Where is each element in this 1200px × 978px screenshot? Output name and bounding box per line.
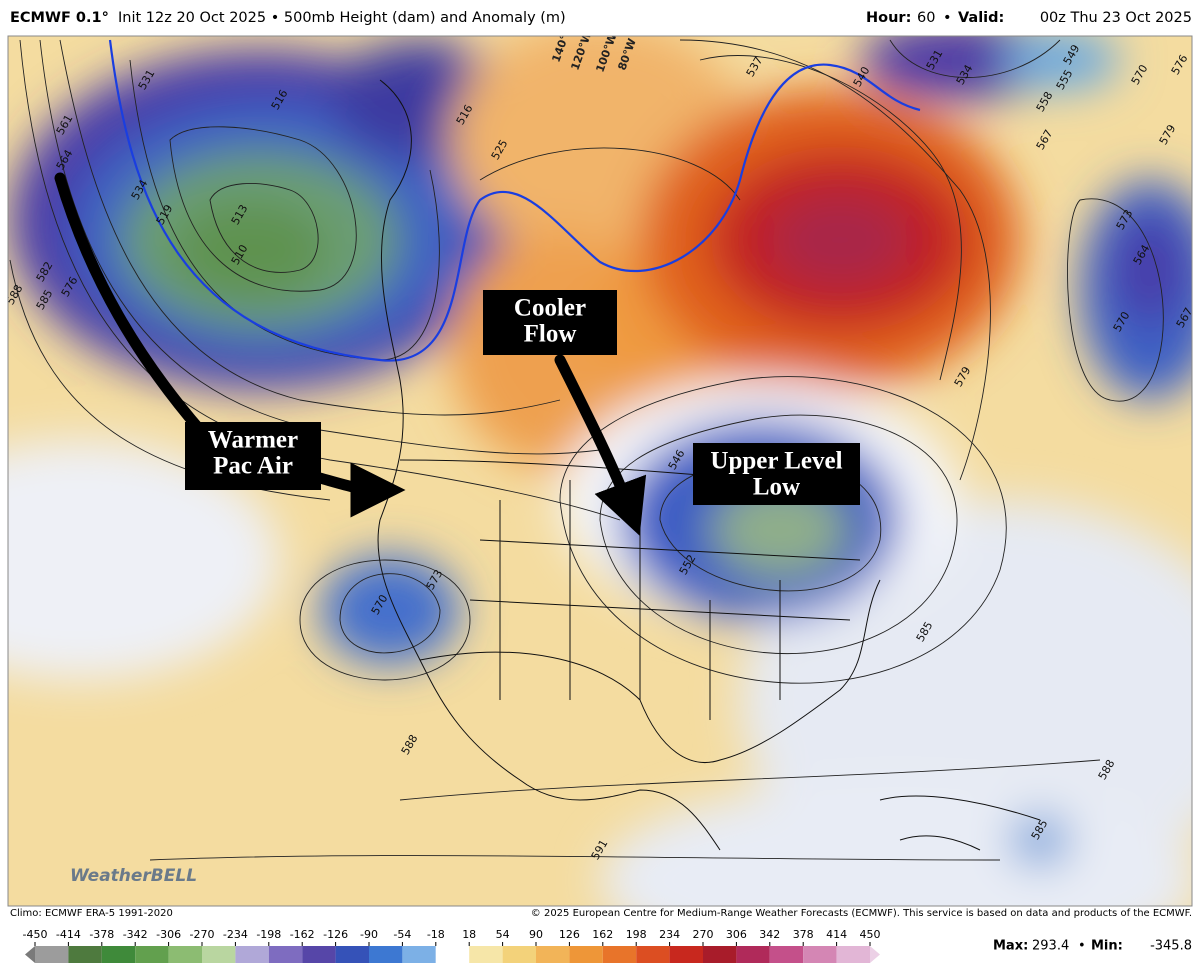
colorbar-cap <box>25 946 35 963</box>
separator: • <box>943 10 952 26</box>
colorbar-bin <box>536 946 570 963</box>
colorbar-bin <box>602 946 637 963</box>
colorbar-tick-label: -378 <box>89 928 114 941</box>
colorbar-bin <box>202 946 236 963</box>
min-value: -345.8 <box>1150 939 1192 954</box>
min-label: Min: <box>1091 939 1123 954</box>
colorbar-cap <box>870 946 880 963</box>
colorbar-tick-label: -270 <box>190 928 215 941</box>
colorbar-tick-label: 342 <box>759 928 780 941</box>
hour-label: Hour: <box>866 10 911 26</box>
colorbar-tick-label: 378 <box>793 928 814 941</box>
annotation-text: Low <box>753 474 800 501</box>
colorbar-tick-label: -90 <box>360 928 378 941</box>
colorbar-bin <box>68 946 102 963</box>
annotation-box <box>483 290 617 355</box>
run-info: Init 12z 20 Oct 2025 • 500mb Height (dam… <box>118 10 566 26</box>
separator: • <box>1078 939 1086 954</box>
colorbar-tick-label: 54 <box>496 928 510 941</box>
colorbar-bin <box>101 946 136 963</box>
annotation-box <box>693 443 860 505</box>
annotation-text: Cooler <box>514 295 586 322</box>
colorbar-bin <box>335 946 369 963</box>
valid-time: 00z Thu 23 Oct 2025 <box>1040 10 1192 26</box>
colorbar-tick-label: -306 <box>156 928 181 941</box>
colorbar-tick-label: -18 <box>427 928 445 941</box>
colorbar-tick-label: -414 <box>56 928 81 941</box>
colorbar-tick-label: -234 <box>223 928 248 941</box>
colorbar-tick-label: -450 <box>23 928 48 941</box>
colorbar-tick-label: -162 <box>290 928 315 941</box>
colorbar-tick-label: 270 <box>693 928 714 941</box>
colorbar-bin <box>836 946 870 963</box>
colorbar-tick-label: -198 <box>256 928 281 941</box>
colorbar-bin <box>769 946 804 963</box>
colorbar-tick-label: 126 <box>559 928 580 941</box>
colorbar-bin <box>168 946 202 963</box>
hour: 60 <box>917 10 935 26</box>
annotation-arrows <box>54 172 647 536</box>
colorbar-bin <box>369 946 403 963</box>
annotation-text: Pac Air <box>213 453 293 480</box>
map-frame <box>7 35 1193 907</box>
colorbar-tick-label: 306 <box>726 928 747 941</box>
max-value: 293.4 <box>1032 939 1069 954</box>
colorbar-tick-label: 90 <box>529 928 543 941</box>
colorbar-bin <box>235 946 269 963</box>
540-contour <box>108 39 921 362</box>
colorbar-bin <box>35 946 69 963</box>
max-label: Max: <box>993 939 1028 954</box>
colorbar-bin <box>402 946 436 963</box>
colorbar-bin <box>569 946 603 963</box>
watermark: WeatherBELL <box>70 866 197 886</box>
colorbar-bin <box>669 946 703 963</box>
model-name: ECMWF 0.1° <box>10 10 109 26</box>
colorbar-bin <box>803 946 837 963</box>
height-contours <box>9 39 1164 861</box>
credit: © 2025 European Centre for Medium-Range … <box>531 908 1192 919</box>
colorbar-bin <box>469 946 503 963</box>
colorbar-bin <box>135 946 169 963</box>
annotation-text: Flow <box>524 321 577 348</box>
colorbar-bin <box>636 946 670 963</box>
anomaly-field <box>8 36 1192 906</box>
valid-label: Valid: <box>958 10 1004 26</box>
colorbar-bin <box>302 946 336 963</box>
colorbar-tick-label: -54 <box>393 928 411 941</box>
annotation-box <box>185 422 321 490</box>
colorbar-tick-label: 162 <box>592 928 613 941</box>
colorbar-tick-label: 18 <box>462 928 476 941</box>
colorbar-bin <box>435 946 470 963</box>
colorbar-bin <box>502 946 536 963</box>
annotation-text: Warmer <box>208 427 298 454</box>
climo-note: Climo: ECMWF ERA-5 1991-2020 <box>10 908 173 919</box>
colorbar-tick-label: -126 <box>323 928 348 941</box>
colorbar-tick-label: 414 <box>826 928 847 941</box>
colorbar-bin <box>736 946 770 963</box>
colorbar-tick-label: 198 <box>626 928 647 941</box>
colorbar-tick-label: 450 <box>860 928 881 941</box>
colorbar-tick-label: -342 <box>123 928 148 941</box>
colorbar-bin <box>703 946 737 963</box>
colorbar-bin <box>268 946 303 963</box>
colorbar-tick-label: 234 <box>659 928 680 941</box>
annotation-text: Upper Level <box>710 448 842 475</box>
